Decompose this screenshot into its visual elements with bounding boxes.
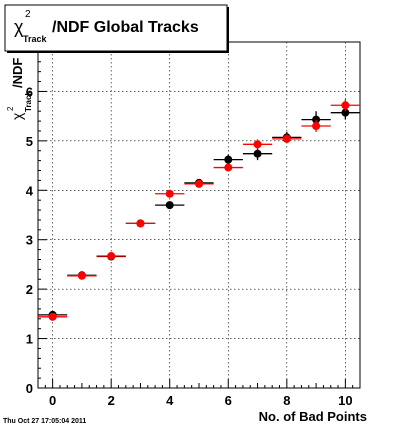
data-point <box>77 271 86 280</box>
data-point <box>224 155 233 164</box>
data-point <box>165 189 174 198</box>
data-point <box>195 179 203 188</box>
timestamp: Thu Oct 27 17:05:04 2011 <box>3 418 87 425</box>
title-superscript: 2 <box>25 9 31 20</box>
data-point <box>312 122 321 131</box>
y-tick-label: 5 <box>26 134 33 149</box>
y-title-chi: χ <box>9 112 25 120</box>
y-tick-label: 4 <box>26 183 34 198</box>
data-series <box>38 99 360 321</box>
y-tick-label: 3 <box>26 233 33 248</box>
title-chi: χ <box>14 17 24 37</box>
data-point <box>48 312 57 321</box>
title-box-shadow-right <box>227 7 229 53</box>
title-box-frame <box>4 4 228 52</box>
x-tick-label: 0 <box>49 393 56 408</box>
x-tick-labels: 0 2 4 6 8 10 <box>49 393 353 408</box>
title-box-shadow-bottom <box>7 51 229 53</box>
data-point <box>341 108 350 117</box>
x-tick-label: 2 <box>108 393 115 408</box>
data-point <box>136 219 145 228</box>
y-axis-title: χ 2 Track /NDF <box>6 58 33 120</box>
title-subscript: Track <box>23 34 48 44</box>
y-title-subscript: Track <box>24 91 33 112</box>
y-axis-label: /NDF <box>10 58 25 88</box>
data-point <box>253 140 262 149</box>
y-tick-label: 2 <box>26 282 33 297</box>
x-axis-label: No. of Bad Points <box>259 409 367 424</box>
series-2 <box>38 99 360 321</box>
y-tick-label: 6 <box>26 84 33 99</box>
x-tick-label: 10 <box>338 393 352 408</box>
y-tick-label: 0 <box>26 381 33 396</box>
data-point <box>341 101 350 110</box>
y-title-superscript: 2 <box>6 106 15 111</box>
x-tick-label: 6 <box>225 393 232 408</box>
plot-frame <box>37 41 361 389</box>
data-point <box>165 201 174 210</box>
data-point <box>107 252 116 261</box>
x-tick-label: 4 <box>166 393 174 408</box>
chart-title-box: χ 2 Track /NDF Global Tracks <box>4 4 229 53</box>
y-tick-labels: 01234567 <box>26 35 34 396</box>
y-tick-label: 1 <box>26 332 33 347</box>
data-point <box>253 149 262 158</box>
data-point <box>282 134 291 143</box>
data-point <box>224 163 233 172</box>
x-tick-label: 8 <box>283 393 290 408</box>
chart-title: /NDF Global Tracks <box>52 19 199 36</box>
data-point <box>312 115 321 124</box>
axes <box>37 41 361 389</box>
